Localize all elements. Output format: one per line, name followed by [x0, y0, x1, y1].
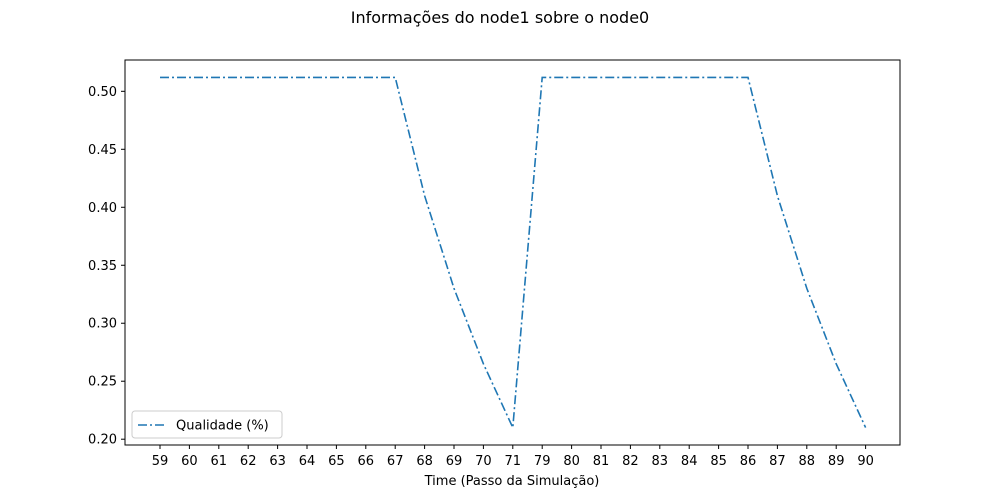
x-tick-label: 68 — [416, 454, 433, 469]
x-tick-label: 70 — [475, 454, 492, 469]
x-tick-label: 80 — [563, 454, 580, 469]
x-tick-label: 84 — [681, 454, 698, 469]
x-tick-label: 87 — [769, 454, 786, 469]
plot-area — [124, 59, 901, 446]
x-tick-label: 83 — [652, 454, 669, 469]
chart-title: Informações do node1 sobre o node0 — [351, 8, 649, 27]
x-axis-label: Time (Passo da Simulação) — [424, 474, 600, 489]
x-tick-label: 65 — [328, 454, 345, 469]
y-tick-label: 0.40 — [88, 201, 117, 216]
x-tick-label: 79 — [534, 454, 551, 469]
y-tick-label: 0.45 — [88, 143, 117, 158]
x-tick-label: 89 — [828, 454, 845, 469]
y-tick-label: 0.35 — [88, 259, 117, 274]
legend: Qualidade (%) — [131, 410, 283, 439]
x-tick-label: 62 — [240, 454, 257, 469]
x-tick-label: 63 — [269, 454, 286, 469]
x-tick-label: 86 — [740, 454, 757, 469]
x-tick-label: 69 — [446, 454, 463, 469]
y-tick-label: 0.20 — [88, 433, 117, 448]
x-tick-label: 64 — [299, 454, 316, 469]
x-tick-label: 85 — [710, 454, 727, 469]
x-tick-label: 81 — [593, 454, 610, 469]
series-line — [160, 76, 867, 431]
x-tick-label: 90 — [857, 454, 874, 469]
x-tick-label: 60 — [181, 454, 198, 469]
legend-label: Qualidade (%) — [176, 419, 269, 434]
x-tick-label: 67 — [387, 454, 404, 469]
legend-box — [131, 410, 283, 439]
x-tick-label: 59 — [152, 454, 169, 469]
series-layer — [160, 76, 867, 431]
x-tick-label: 66 — [358, 454, 375, 469]
x-tick-label: 71 — [505, 454, 522, 469]
x-tick-label: 88 — [799, 454, 816, 469]
y-axis: 0.20 0.25 0.30 0.35 0.40 0.45 0.50 — [88, 85, 125, 448]
y-tick-label: 0.50 — [88, 85, 117, 100]
y-tick-label: 0.25 — [88, 375, 117, 390]
x-axis: 59 60 61 62 63 64 65 66 67 68 69 70 71 79 80 81 82 83 84 85… — [152, 445, 874, 469]
y-tick-label: 0.30 — [88, 317, 117, 332]
x-tick-label: 82 — [622, 454, 639, 469]
x-tick-label: 61 — [211, 454, 228, 469]
